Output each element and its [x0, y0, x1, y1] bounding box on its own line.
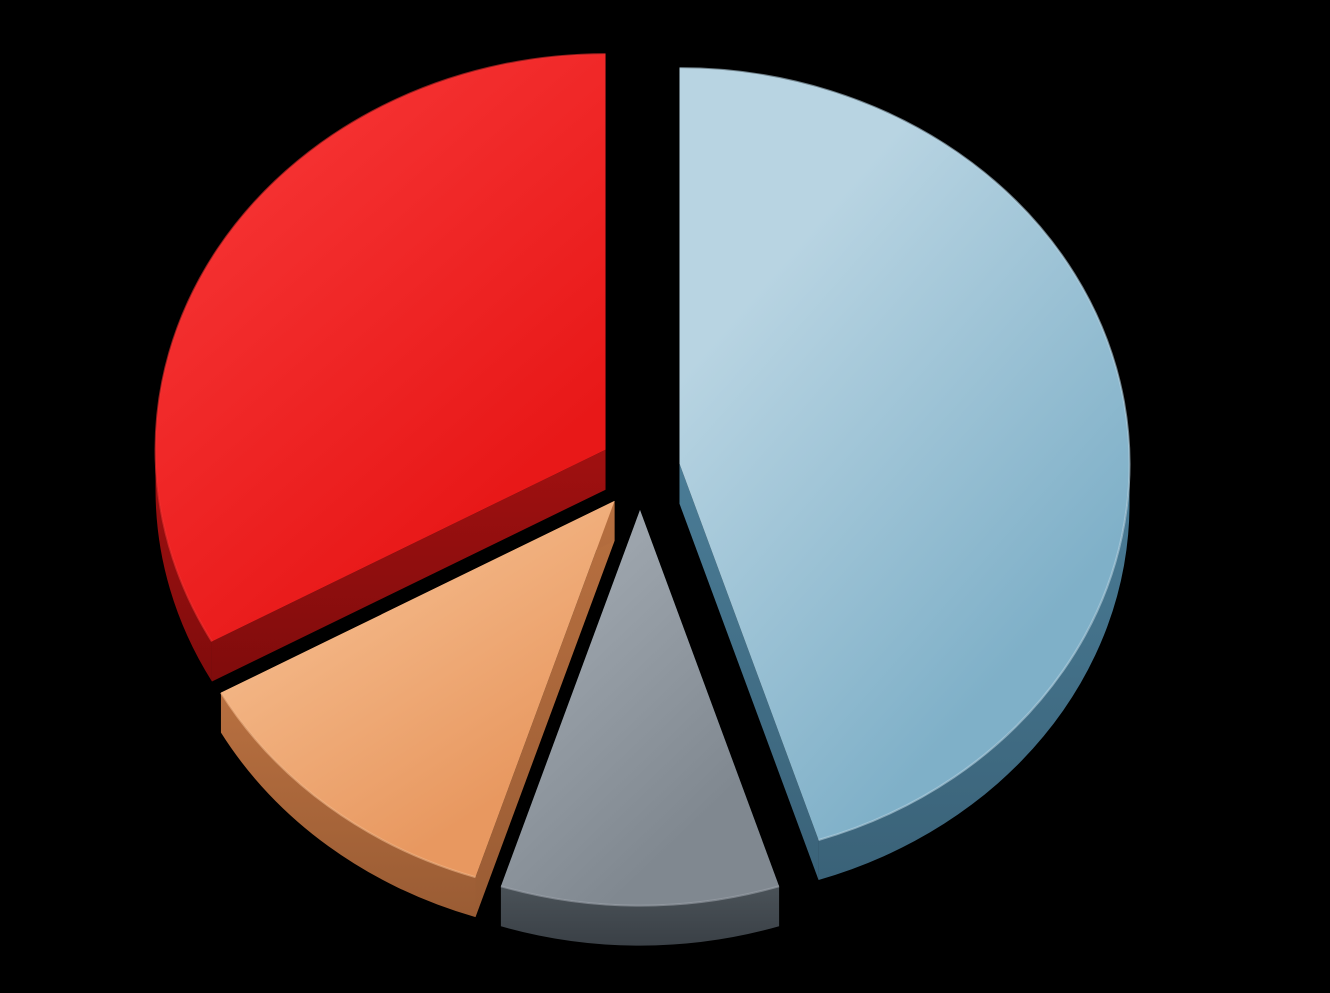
pie-chart-3d — [0, 0, 1330, 993]
slice-blue — [680, 68, 1130, 880]
